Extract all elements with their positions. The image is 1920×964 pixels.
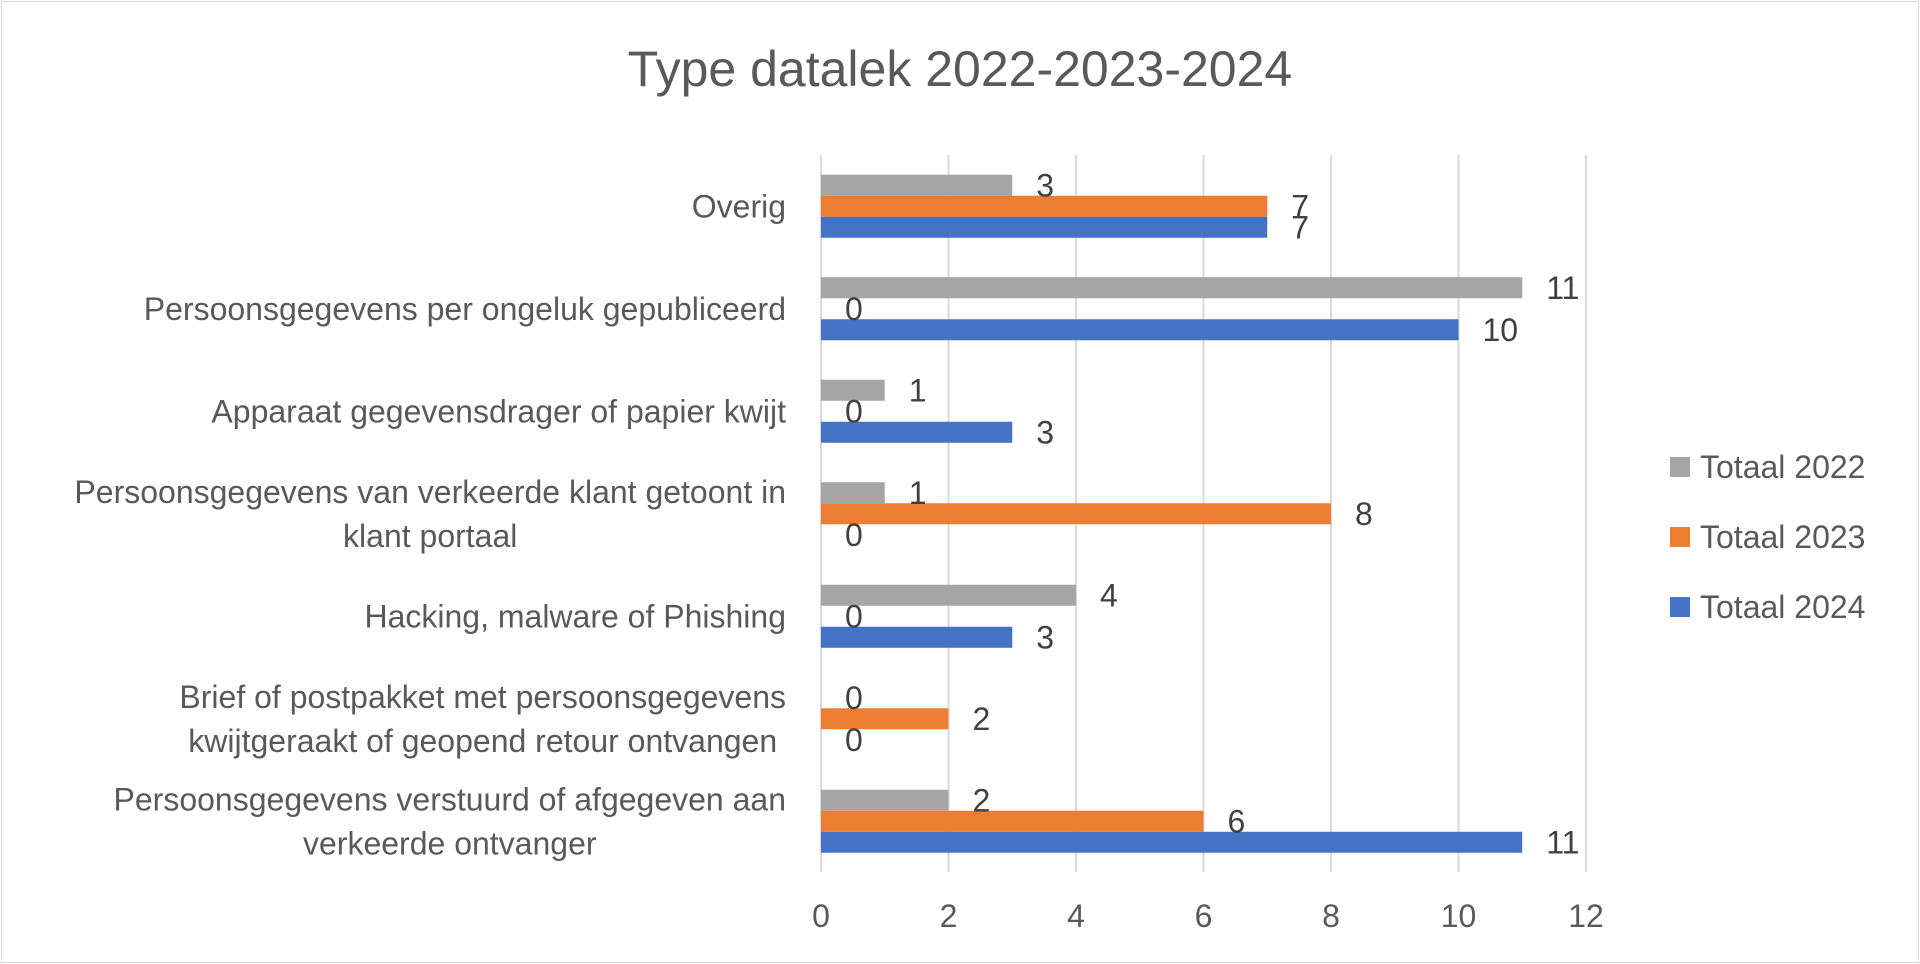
category-label: Overig (692, 188, 786, 224)
bar (821, 810, 1204, 832)
bar (821, 216, 1268, 238)
category-label: klant portaal (343, 518, 517, 554)
bar (821, 789, 949, 811)
data-label: 2 (973, 701, 991, 737)
category-label: Hacking, malware of Phishing (364, 598, 786, 634)
bar (821, 421, 1013, 443)
category-label: verkeerde ontvanger (303, 825, 597, 861)
data-label: 0 (845, 393, 863, 429)
bar (821, 195, 1268, 217)
category-label: Persoonsgegevens verstuurd of afgegeven … (114, 781, 786, 817)
bar (821, 503, 1331, 525)
bar (821, 482, 885, 504)
data-label: 1 (909, 372, 927, 408)
bar (821, 277, 1523, 299)
bar (821, 319, 1459, 341)
data-label: 0 (845, 517, 863, 553)
legend-label: Totaal 2023 (1700, 519, 1865, 555)
data-label: 8 (1355, 496, 1373, 532)
data-label: 3 (1036, 619, 1054, 655)
x-tick-label: 12 (1568, 898, 1604, 934)
bar (821, 174, 1013, 196)
data-label: 3 (1036, 167, 1054, 203)
data-label: 2 (973, 782, 991, 818)
legend: Totaal 2022 Totaal 2023 Totaal 2024 (1670, 449, 1865, 625)
bar (821, 708, 949, 730)
x-tick-label: 0 (812, 898, 830, 934)
x-tick-label: 8 (1322, 898, 1340, 934)
data-label: 1 (909, 475, 927, 511)
bar (821, 379, 885, 401)
legend-swatch (1670, 597, 1690, 617)
chart-title: Type datalek 2022-2023-2024 (628, 41, 1292, 97)
data-label: 7 (1291, 209, 1309, 245)
data-label: 0 (845, 598, 863, 634)
legend-swatch (1670, 527, 1690, 547)
data-label: 3 (1036, 414, 1054, 450)
bar (821, 626, 1013, 648)
legend-swatch (1670, 457, 1690, 477)
bars (821, 174, 1523, 853)
legend-label: Totaal 2024 (1700, 589, 1865, 625)
category-label: Brief of postpakket met persoonsgegevens (179, 679, 786, 715)
x-tick-label: 4 (1067, 898, 1085, 934)
data-label: 6 (1228, 803, 1246, 839)
x-axis-ticks: 0 2 4 6 8 10 12 (812, 898, 1604, 934)
category-label: Apparaat gegevensdrager of papier kwijt (211, 393, 786, 429)
data-label: 0 (845, 722, 863, 758)
legend-label: Totaal 2022 (1700, 449, 1865, 485)
data-label: 11 (1546, 824, 1579, 860)
category-label: Persoonsgegevens per ongeluk gepubliceer… (144, 291, 786, 327)
data-label: 4 (1100, 577, 1118, 613)
x-tick-label: 10 (1441, 898, 1477, 934)
data-label: 0 (845, 680, 863, 716)
category-labels: Overig Persoonsgegevens per ongeluk gepub… (74, 188, 786, 861)
bar (821, 584, 1076, 606)
data-label: 0 (845, 291, 863, 327)
data-label: 7 (1291, 188, 1309, 224)
category-label: kwijtgeraakt of geopend retour ontvangen (188, 723, 777, 759)
data-label: 11 (1546, 270, 1579, 306)
x-tick-label: 2 (940, 898, 958, 934)
x-tick-label: 6 (1195, 898, 1213, 934)
data-label: 10 (1483, 312, 1519, 348)
category-label: Persoonsgegevens van verkeerde klant get… (74, 474, 786, 510)
bar (821, 831, 1523, 853)
